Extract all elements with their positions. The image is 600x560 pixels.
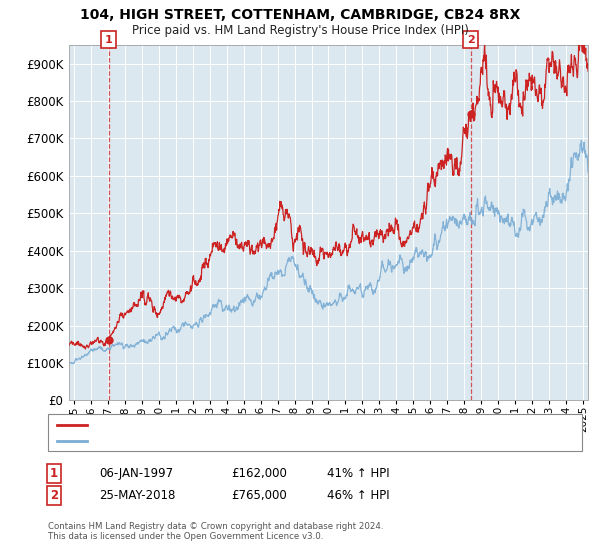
- Text: 104, HIGH STREET, COTTENHAM, CAMBRIDGE, CB24 8RX (detached house): 104, HIGH STREET, COTTENHAM, CAMBRIDGE, …: [93, 419, 505, 430]
- Text: 46% ↑ HPI: 46% ↑ HPI: [327, 489, 389, 502]
- Text: 2: 2: [467, 35, 475, 45]
- Text: Contains HM Land Registry data © Crown copyright and database right 2024.
This d: Contains HM Land Registry data © Crown c…: [48, 522, 383, 542]
- Text: 2: 2: [50, 489, 58, 502]
- Text: 06-JAN-1997: 06-JAN-1997: [99, 466, 173, 480]
- Text: HPI: Average price, detached house, South Cambridgeshire: HPI: Average price, detached house, Sout…: [93, 436, 418, 446]
- Text: Price paid vs. HM Land Registry's House Price Index (HPI): Price paid vs. HM Land Registry's House …: [131, 24, 469, 36]
- Text: 104, HIGH STREET, COTTENHAM, CAMBRIDGE, CB24 8RX: 104, HIGH STREET, COTTENHAM, CAMBRIDGE, …: [80, 8, 520, 22]
- Text: 1: 1: [104, 35, 112, 45]
- Text: £162,000: £162,000: [231, 466, 287, 480]
- Text: 25-MAY-2018: 25-MAY-2018: [99, 489, 175, 502]
- Text: 1: 1: [50, 466, 58, 480]
- Text: 41% ↑ HPI: 41% ↑ HPI: [327, 466, 389, 480]
- Text: £765,000: £765,000: [231, 489, 287, 502]
